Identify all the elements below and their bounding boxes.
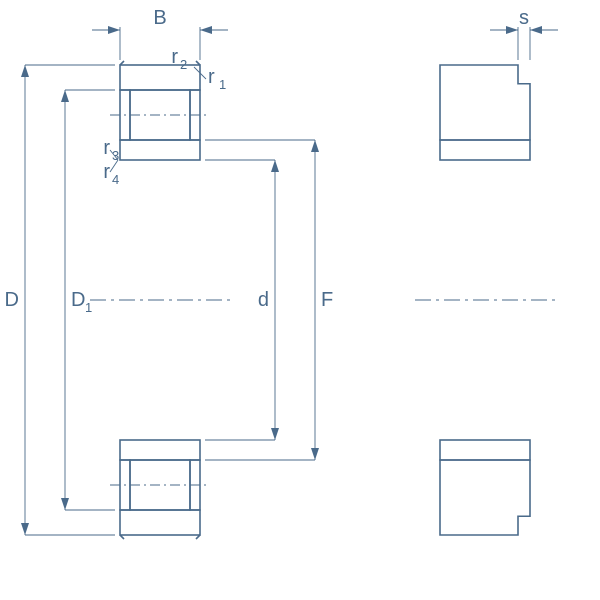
svg-text:D: D — [71, 289, 85, 311]
svg-text:F: F — [321, 289, 333, 311]
svg-text:r: r — [103, 161, 110, 183]
svg-text:d: d — [258, 289, 269, 311]
svg-text:B: B — [153, 7, 166, 29]
svg-text:r: r — [208, 66, 215, 88]
svg-text:r: r — [171, 46, 178, 68]
svg-text:2: 2 — [180, 57, 187, 72]
bearing-diagram: DD1dFBsr1r2r3r4 — [0, 0, 600, 600]
svg-text:r: r — [103, 137, 110, 159]
svg-text:4: 4 — [112, 172, 119, 187]
svg-text:1: 1 — [219, 77, 226, 92]
svg-text:s: s — [519, 7, 529, 29]
svg-text:1: 1 — [85, 300, 92, 315]
svg-text:3: 3 — [112, 148, 119, 163]
svg-text:D: D — [5, 289, 19, 311]
